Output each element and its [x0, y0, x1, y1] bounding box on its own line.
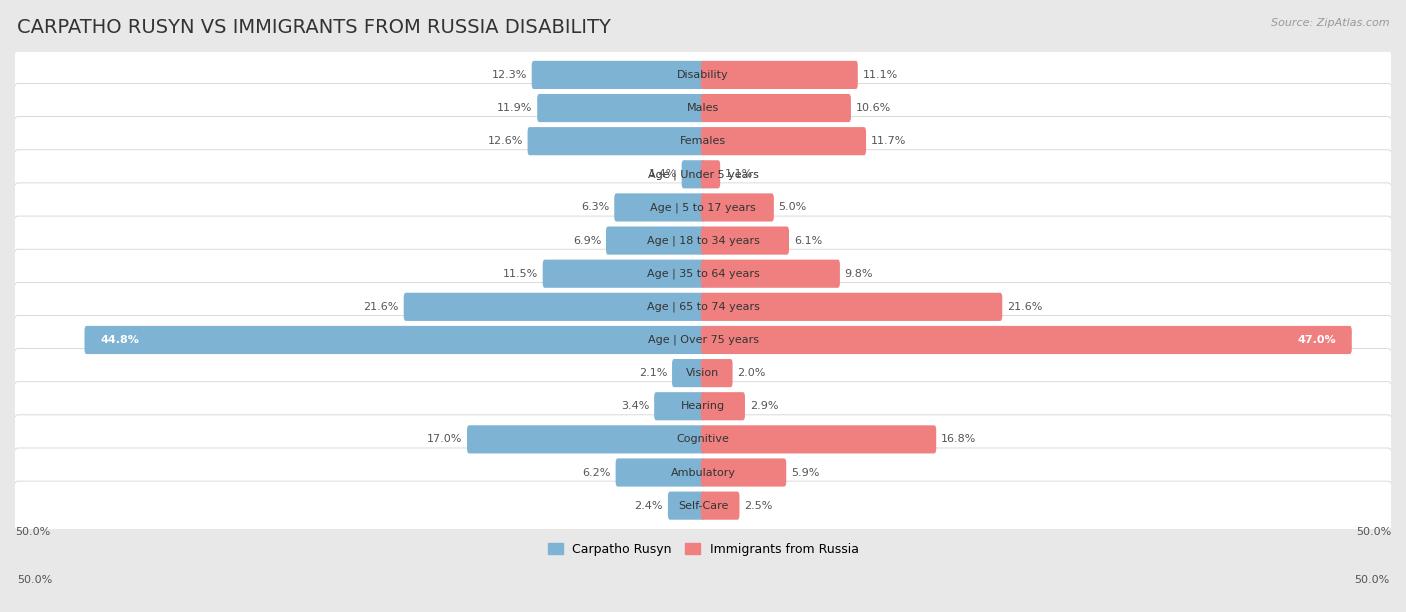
Text: Age | 35 to 64 years: Age | 35 to 64 years — [647, 269, 759, 279]
Text: 11.5%: 11.5% — [502, 269, 538, 278]
FancyBboxPatch shape — [14, 183, 1392, 232]
Text: Vision: Vision — [686, 368, 720, 378]
FancyBboxPatch shape — [14, 50, 1392, 99]
FancyBboxPatch shape — [702, 259, 839, 288]
Text: 11.7%: 11.7% — [870, 136, 907, 146]
FancyBboxPatch shape — [654, 392, 704, 420]
FancyBboxPatch shape — [668, 491, 704, 520]
FancyBboxPatch shape — [14, 83, 1392, 133]
Text: 1.4%: 1.4% — [648, 170, 676, 179]
Text: 12.3%: 12.3% — [492, 70, 527, 80]
Text: 17.0%: 17.0% — [427, 435, 463, 444]
FancyBboxPatch shape — [14, 249, 1392, 298]
FancyBboxPatch shape — [702, 491, 740, 520]
FancyBboxPatch shape — [14, 349, 1392, 398]
Text: 2.0%: 2.0% — [737, 368, 766, 378]
FancyBboxPatch shape — [702, 61, 858, 89]
FancyBboxPatch shape — [702, 326, 1351, 354]
Text: Age | Over 75 years: Age | Over 75 years — [648, 335, 758, 345]
FancyBboxPatch shape — [14, 382, 1392, 431]
Text: Females: Females — [681, 136, 725, 146]
FancyBboxPatch shape — [14, 117, 1392, 166]
Text: 2.9%: 2.9% — [749, 401, 779, 411]
Text: 50.0%: 50.0% — [1355, 527, 1391, 537]
Text: 5.9%: 5.9% — [792, 468, 820, 477]
Text: Disability: Disability — [678, 70, 728, 80]
FancyBboxPatch shape — [616, 458, 704, 487]
Text: Cognitive: Cognitive — [676, 435, 730, 444]
Text: Age | 65 to 74 years: Age | 65 to 74 years — [647, 302, 759, 312]
FancyBboxPatch shape — [543, 259, 704, 288]
Text: Source: ZipAtlas.com: Source: ZipAtlas.com — [1271, 18, 1389, 28]
Text: 6.2%: 6.2% — [582, 468, 610, 477]
Text: 11.9%: 11.9% — [496, 103, 533, 113]
FancyBboxPatch shape — [467, 425, 704, 453]
Text: 9.8%: 9.8% — [845, 269, 873, 278]
Text: 6.9%: 6.9% — [572, 236, 602, 245]
Text: Hearing: Hearing — [681, 401, 725, 411]
Text: Self-Care: Self-Care — [678, 501, 728, 510]
Text: 21.6%: 21.6% — [364, 302, 399, 312]
FancyBboxPatch shape — [14, 282, 1392, 331]
FancyBboxPatch shape — [702, 359, 733, 387]
FancyBboxPatch shape — [702, 226, 789, 255]
Text: 12.6%: 12.6% — [488, 136, 523, 146]
Text: 50.0%: 50.0% — [1354, 575, 1389, 585]
FancyBboxPatch shape — [702, 94, 851, 122]
FancyBboxPatch shape — [531, 61, 704, 89]
FancyBboxPatch shape — [527, 127, 704, 155]
FancyBboxPatch shape — [537, 94, 704, 122]
Text: 6.1%: 6.1% — [794, 236, 823, 245]
Text: CARPATHO RUSYN VS IMMIGRANTS FROM RUSSIA DISABILITY: CARPATHO RUSYN VS IMMIGRANTS FROM RUSSIA… — [17, 18, 610, 37]
Text: 6.3%: 6.3% — [581, 203, 609, 212]
FancyBboxPatch shape — [404, 293, 704, 321]
FancyBboxPatch shape — [14, 216, 1392, 265]
Text: 44.8%: 44.8% — [100, 335, 139, 345]
Text: 5.0%: 5.0% — [779, 203, 807, 212]
FancyBboxPatch shape — [14, 315, 1392, 365]
FancyBboxPatch shape — [14, 150, 1392, 199]
Text: Age | Under 5 years: Age | Under 5 years — [648, 169, 758, 179]
FancyBboxPatch shape — [702, 425, 936, 453]
FancyBboxPatch shape — [702, 392, 745, 420]
FancyBboxPatch shape — [702, 193, 773, 222]
Text: 16.8%: 16.8% — [941, 435, 976, 444]
Text: 50.0%: 50.0% — [17, 575, 52, 585]
FancyBboxPatch shape — [606, 226, 704, 255]
FancyBboxPatch shape — [702, 293, 1002, 321]
FancyBboxPatch shape — [672, 359, 704, 387]
Text: 47.0%: 47.0% — [1298, 335, 1336, 345]
Text: 50.0%: 50.0% — [15, 527, 51, 537]
FancyBboxPatch shape — [702, 127, 866, 155]
Text: Age | 5 to 17 years: Age | 5 to 17 years — [650, 202, 756, 213]
FancyBboxPatch shape — [682, 160, 704, 188]
Text: 11.1%: 11.1% — [863, 70, 898, 80]
FancyBboxPatch shape — [614, 193, 704, 222]
FancyBboxPatch shape — [702, 160, 720, 188]
Text: 1.1%: 1.1% — [725, 170, 754, 179]
Text: Ambulatory: Ambulatory — [671, 468, 735, 477]
Text: 21.6%: 21.6% — [1007, 302, 1042, 312]
Text: Males: Males — [688, 103, 718, 113]
FancyBboxPatch shape — [84, 326, 704, 354]
Text: 2.1%: 2.1% — [638, 368, 668, 378]
Text: 2.4%: 2.4% — [634, 501, 664, 510]
FancyBboxPatch shape — [14, 481, 1392, 530]
Text: 2.5%: 2.5% — [744, 501, 773, 510]
Text: 10.6%: 10.6% — [856, 103, 891, 113]
FancyBboxPatch shape — [14, 415, 1392, 464]
FancyBboxPatch shape — [14, 448, 1392, 497]
Text: 3.4%: 3.4% — [621, 401, 650, 411]
Legend: Carpatho Rusyn, Immigrants from Russia: Carpatho Rusyn, Immigrants from Russia — [543, 538, 863, 561]
Text: Age | 18 to 34 years: Age | 18 to 34 years — [647, 236, 759, 246]
FancyBboxPatch shape — [702, 458, 786, 487]
